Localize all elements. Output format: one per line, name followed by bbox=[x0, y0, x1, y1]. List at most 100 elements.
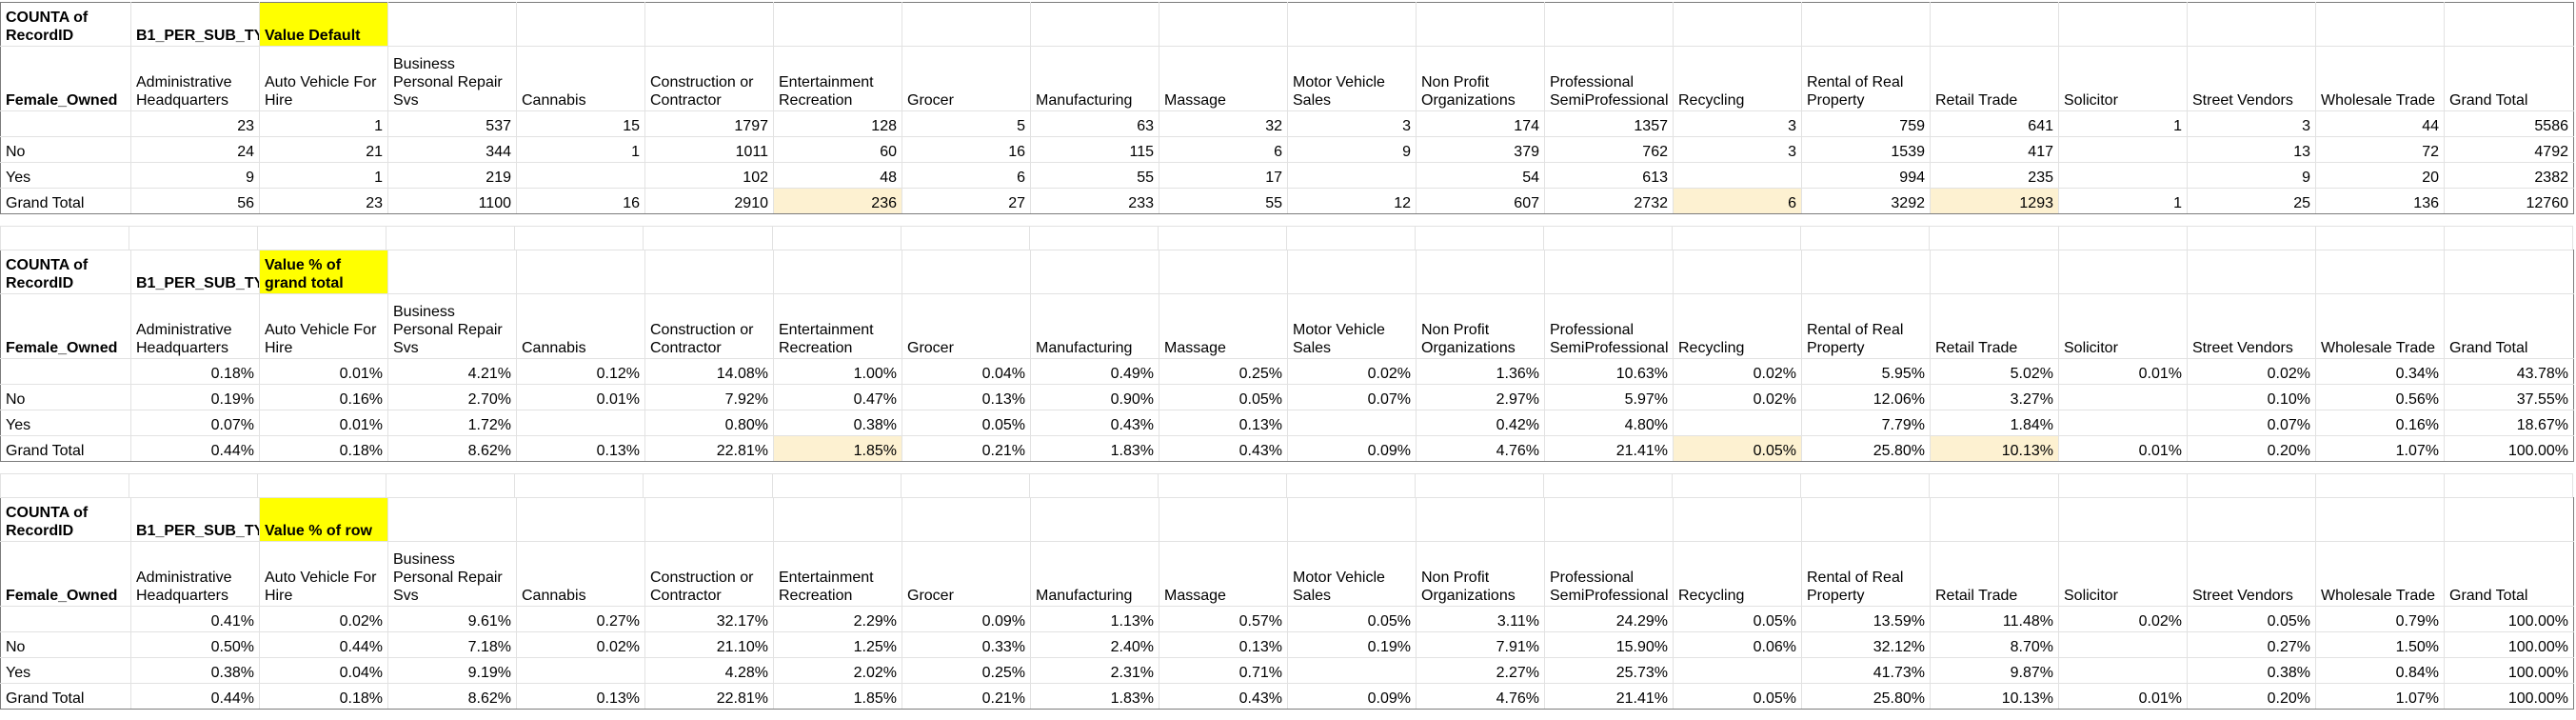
empty-cell[interactable] bbox=[387, 250, 517, 294]
empty-cell[interactable] bbox=[386, 473, 516, 498]
empty-cell[interactable] bbox=[1801, 497, 1931, 542]
column-header[interactable]: Motor Vehicle Sales bbox=[1287, 46, 1417, 111]
value-cell[interactable]: 2732 bbox=[1544, 188, 1674, 214]
value-cell[interactable]: 16 bbox=[516, 188, 645, 214]
column-header[interactable]: Recycling bbox=[1673, 293, 1802, 359]
empty-cell[interactable] bbox=[1543, 226, 1674, 250]
value-cell[interactable]: 0.18% bbox=[259, 435, 388, 462]
value-cell[interactable]: 0.05% bbox=[1673, 606, 1802, 632]
column-header[interactable]: Professional SemiProfessional bbox=[1544, 46, 1674, 111]
empty-cell[interactable] bbox=[1800, 226, 1931, 250]
value-cell[interactable]: 60 bbox=[773, 136, 902, 163]
value-cell[interactable]: 100.00% bbox=[2444, 435, 2574, 462]
value-cell[interactable]: 115 bbox=[1030, 136, 1159, 163]
column-header[interactable]: Non Profit Organizations bbox=[1416, 541, 1545, 607]
value-cell[interactable]: 5.95% bbox=[1801, 358, 1931, 385]
value-cell[interactable]: 1.72% bbox=[387, 410, 517, 436]
value-cell[interactable] bbox=[2058, 631, 2188, 658]
column-header[interactable]: Cannabis bbox=[516, 541, 645, 607]
value-cell[interactable]: 0.49% bbox=[1030, 358, 1159, 385]
value-cell[interactable]: 613 bbox=[1544, 162, 1674, 189]
empty-cell[interactable] bbox=[2058, 250, 2188, 294]
value-cell[interactable]: 16 bbox=[902, 136, 1031, 163]
empty-cell[interactable] bbox=[1287, 250, 1417, 294]
value-cell[interactable] bbox=[1287, 162, 1417, 189]
value-cell[interactable]: 0.16% bbox=[259, 384, 388, 410]
value-cell[interactable]: 0.42% bbox=[1416, 410, 1545, 436]
row-label[interactable]: Yes bbox=[0, 410, 131, 436]
empty-cell[interactable] bbox=[1673, 250, 1802, 294]
value-cell[interactable]: 15 bbox=[516, 110, 645, 137]
value-cell[interactable]: 17 bbox=[1159, 162, 1288, 189]
value-cell[interactable]: 0.01% bbox=[2058, 683, 2188, 710]
value-cell[interactable] bbox=[1673, 410, 1802, 436]
value-cell[interactable]: 0.18% bbox=[130, 358, 260, 385]
value-cell[interactable]: 0.19% bbox=[130, 384, 260, 410]
value-cell[interactable]: 0.57% bbox=[1159, 606, 1288, 632]
column-header[interactable]: Business Personal Repair Svs bbox=[387, 541, 517, 607]
value-cell[interactable]: 100.00% bbox=[2444, 631, 2574, 658]
value-cell[interactable]: 10.63% bbox=[1544, 358, 1674, 385]
empty-cell[interactable] bbox=[1415, 226, 1545, 250]
empty-cell[interactable] bbox=[1544, 250, 1674, 294]
value-cell[interactable]: 2382 bbox=[2444, 162, 2574, 189]
value-cell[interactable]: 0.56% bbox=[2315, 384, 2445, 410]
value-cell[interactable]: 100.00% bbox=[2444, 683, 2574, 710]
value-cell[interactable]: 0.25% bbox=[902, 657, 1031, 684]
column-header[interactable]: Auto Vehicle For Hire bbox=[259, 46, 388, 111]
value-cell[interactable]: 10.13% bbox=[1930, 683, 2059, 710]
value-cell[interactable]: 8.70% bbox=[1930, 631, 2059, 658]
empty-cell[interactable] bbox=[644, 250, 774, 294]
value-cell[interactable]: 10.13% bbox=[1930, 435, 2059, 462]
value-cell[interactable]: 54 bbox=[1416, 162, 1545, 189]
empty-cell[interactable] bbox=[2443, 226, 2574, 250]
value-cell[interactable]: 1 bbox=[2058, 110, 2188, 137]
value-cell[interactable]: 2.02% bbox=[773, 657, 902, 684]
value-cell[interactable]: 9.87% bbox=[1930, 657, 2059, 684]
value-cell[interactable]: 11.48% bbox=[1930, 606, 2059, 632]
column-header[interactable]: Construction or Contractor bbox=[644, 541, 774, 607]
value-cell[interactable]: 379 bbox=[1416, 136, 1545, 163]
empty-cell[interactable] bbox=[1672, 473, 1802, 498]
value-cell[interactable]: 235 bbox=[1930, 162, 2059, 189]
empty-cell[interactable] bbox=[2058, 2, 2188, 47]
value-cell[interactable]: 0.43% bbox=[1030, 410, 1159, 436]
value-cell[interactable]: 0.19% bbox=[1287, 631, 1417, 658]
value-cell[interactable] bbox=[516, 657, 645, 684]
value-cell[interactable]: 0.18% bbox=[259, 683, 388, 710]
value-cell[interactable]: 0.01% bbox=[259, 410, 388, 436]
pivot-corner-label[interactable]: COUNTA of RecordID bbox=[0, 497, 131, 542]
value-cell[interactable]: 3.27% bbox=[1930, 384, 2059, 410]
row-label[interactable] bbox=[0, 606, 131, 632]
value-cell[interactable]: 233 bbox=[1030, 188, 1159, 214]
value-cell[interactable]: 236 bbox=[773, 188, 902, 214]
value-cell[interactable]: 0.09% bbox=[1287, 435, 1417, 462]
value-cell[interactable]: 1539 bbox=[1801, 136, 1931, 163]
value-cell[interactable]: 0.50% bbox=[130, 631, 260, 658]
value-cell[interactable]: 762 bbox=[1544, 136, 1674, 163]
value-cell[interactable]: 0.27% bbox=[2187, 631, 2316, 658]
value-cell[interactable]: 2.97% bbox=[1416, 384, 1545, 410]
empty-cell[interactable] bbox=[2314, 226, 2445, 250]
value-cell[interactable] bbox=[2058, 384, 2188, 410]
value-cell[interactable]: 0.01% bbox=[259, 358, 388, 385]
value-cell[interactable] bbox=[1673, 657, 1802, 684]
empty-cell[interactable] bbox=[516, 497, 645, 542]
value-cell[interactable]: 27 bbox=[902, 188, 1031, 214]
value-cell[interactable]: 102 bbox=[644, 162, 774, 189]
value-cell[interactable]: 1293 bbox=[1930, 188, 2059, 214]
row-label[interactable]: No bbox=[0, 136, 131, 163]
value-cell[interactable]: 3 bbox=[1287, 110, 1417, 137]
value-cell[interactable]: 14.08% bbox=[644, 358, 774, 385]
value-cell[interactable]: 0.06% bbox=[1673, 631, 1802, 658]
value-cell[interactable]: 25.73% bbox=[1544, 657, 1674, 684]
empty-cell[interactable] bbox=[1929, 473, 2059, 498]
value-cell[interactable]: 24 bbox=[130, 136, 260, 163]
value-cell[interactable]: 5586 bbox=[2444, 110, 2574, 137]
value-cell[interactable]: 1011 bbox=[644, 136, 774, 163]
value-cell[interactable]: 128 bbox=[773, 110, 902, 137]
pivot-values-label[interactable]: Value Default bbox=[259, 2, 388, 47]
empty-cell[interactable] bbox=[902, 497, 1031, 542]
value-cell[interactable]: 6 bbox=[902, 162, 1031, 189]
row-label[interactable]: Yes bbox=[0, 657, 131, 684]
